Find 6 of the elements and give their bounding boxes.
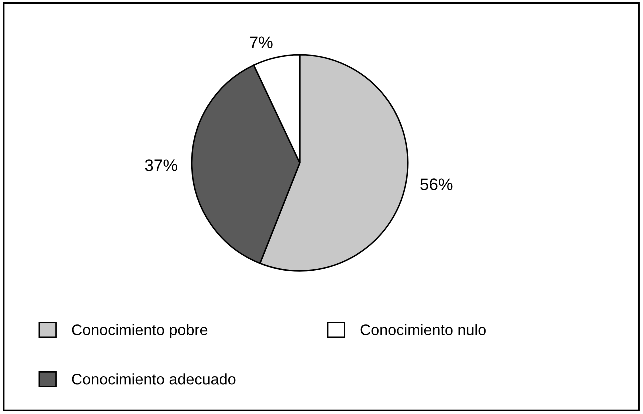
- legend-label: Conocimiento adecuado: [72, 374, 236, 385]
- data-label: 37%: [145, 160, 178, 172]
- data-label: 56%: [420, 178, 453, 190]
- legend-label: Conocimiento pobre: [72, 324, 208, 339]
- legend-label: Conocimiento nulo: [360, 324, 486, 336]
- data-label: 7%: [250, 36, 273, 48]
